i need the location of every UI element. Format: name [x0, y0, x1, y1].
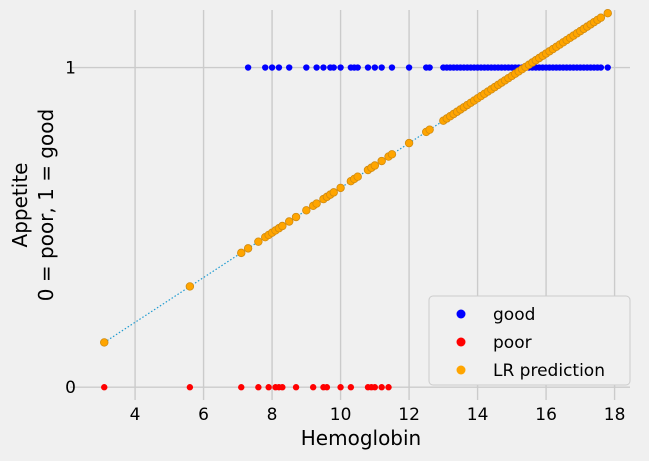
series-layer — [100, 8, 612, 391]
x-tick-label: 8 — [267, 405, 278, 425]
lr-prediction-point — [377, 156, 386, 166]
poor-point — [238, 384, 245, 391]
poor-point — [347, 384, 355, 391]
lr-prediction-point — [312, 199, 321, 208]
good-point — [313, 64, 320, 71]
tick-labels: 4 6 8 10 12 14 16 18 0 1 — [65, 59, 625, 425]
x-tick-label: 4 — [130, 405, 141, 425]
good-point — [268, 64, 276, 71]
x-tick-label: 14 — [467, 405, 489, 425]
lr-prediction-point — [370, 161, 380, 170]
good-point — [286, 64, 293, 71]
lr-prediction-point — [387, 150, 397, 159]
good-point — [262, 64, 269, 71]
good-point — [604, 64, 611, 71]
lr-prediction-point — [291, 212, 301, 222]
legend-marker-good — [456, 309, 466, 319]
poor-point — [337, 384, 344, 391]
x-tick-label: 12 — [398, 405, 420, 425]
poor-point — [378, 384, 385, 391]
poor-point — [279, 384, 286, 391]
legend-label-lr-prediction: LR prediction — [493, 361, 605, 381]
y-tick-label: 1 — [65, 59, 76, 79]
good-point — [597, 64, 605, 71]
lr-prediction-point — [185, 282, 195, 291]
y-axis-label: Appetite 0 = poor, 1 = good — [8, 109, 58, 301]
lr-prediction-point — [596, 13, 606, 22]
x-tick-label: 6 — [198, 405, 209, 425]
poor-point — [323, 384, 331, 391]
good-point — [244, 64, 252, 71]
poor-point — [265, 384, 272, 391]
poor-point — [186, 384, 194, 391]
legend-marker-lr-prediction — [456, 365, 466, 375]
lr-prediction-point — [243, 244, 253, 253]
x-tick-label: 18 — [604, 405, 626, 425]
y-tick-label: 0 — [65, 378, 76, 398]
legend-label-poor: poor — [493, 333, 532, 353]
good-point — [405, 64, 413, 71]
good-point — [371, 64, 379, 71]
good-point — [337, 64, 344, 71]
good-point — [303, 64, 310, 71]
poor-point — [385, 384, 392, 391]
poor-point — [292, 384, 300, 391]
lr-prediction-point — [603, 8, 612, 18]
legend: good poor LR prediction — [428, 295, 631, 386]
good-point — [320, 64, 327, 71]
lr-prediction-point — [353, 172, 362, 181]
legend-label-good: good — [493, 305, 535, 325]
good-point — [275, 64, 283, 71]
lr-prediction-point — [100, 338, 109, 347]
lr-prediction-point — [237, 248, 246, 258]
poor-point — [371, 384, 379, 391]
good-point — [354, 64, 361, 71]
good-point — [364, 64, 372, 71]
x-tick-label: 10 — [330, 405, 352, 425]
poor-point — [309, 384, 317, 391]
lr-prediction-point — [285, 217, 294, 226]
lr-prediction-point — [254, 237, 263, 246]
good-point — [426, 64, 433, 71]
y-axis-label-line-2: 0 = poor, 1 = good — [34, 109, 58, 301]
good-point — [388, 64, 396, 71]
poor-point — [101, 384, 108, 391]
lr-prediction-point — [302, 206, 311, 215]
x-axis-label: Hemoglobin — [301, 426, 421, 450]
legend-marker-poor — [456, 337, 466, 347]
lr-prediction-point — [425, 125, 434, 134]
good-point — [378, 64, 385, 71]
lr-prediction-point — [404, 138, 414, 148]
poor-point — [255, 384, 262, 391]
y-axis-label-line-1: Appetite — [8, 163, 32, 248]
lr-prediction-point — [278, 221, 287, 231]
legend-box — [428, 295, 631, 386]
lr-prediction-point — [336, 183, 345, 193]
lr-prediction-point — [329, 188, 338, 197]
x-tick-label: 16 — [535, 405, 557, 425]
good-point — [330, 64, 337, 71]
